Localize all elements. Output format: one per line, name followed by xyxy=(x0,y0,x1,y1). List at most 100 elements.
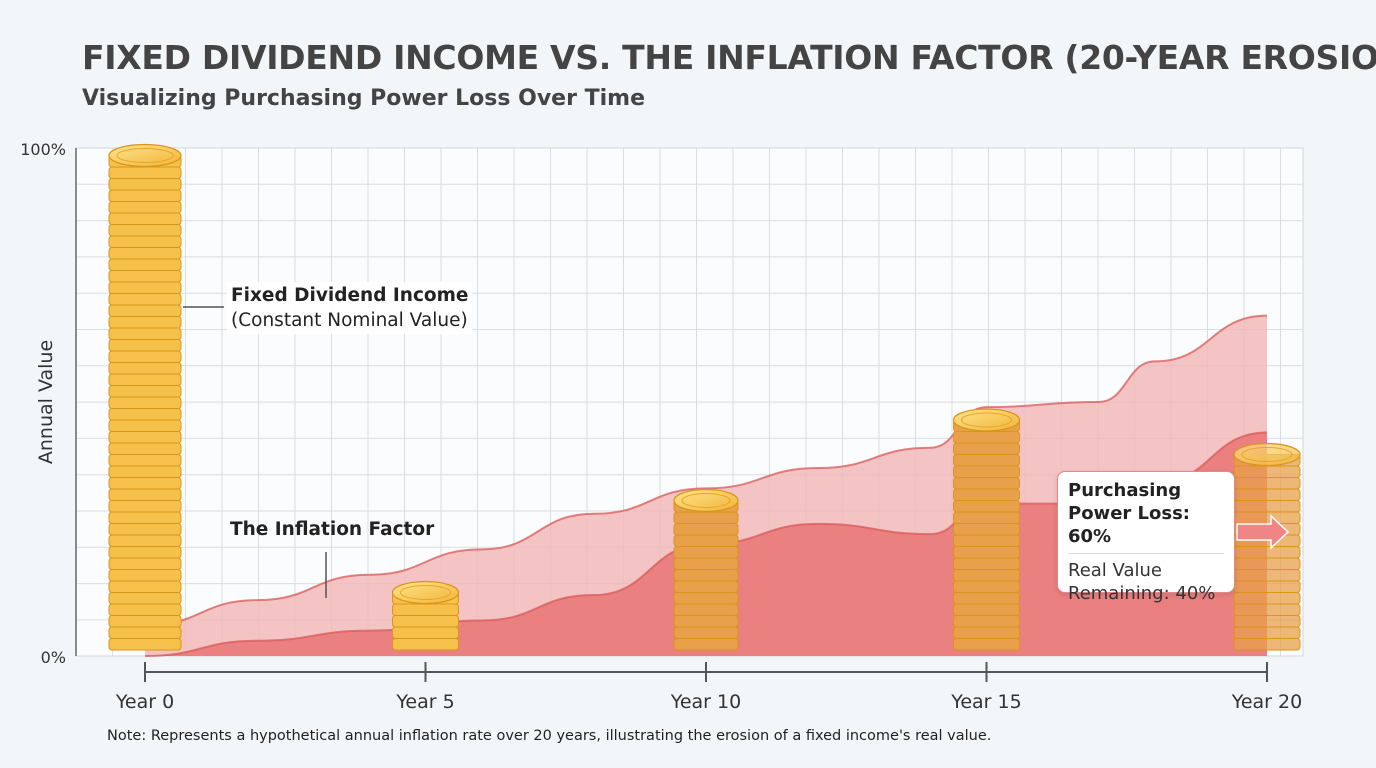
coin xyxy=(673,557,739,570)
coin xyxy=(1233,626,1301,639)
coin xyxy=(1233,569,1301,582)
coin xyxy=(108,488,182,501)
loss-line-2: Power Loss: 60% xyxy=(1068,503,1191,547)
x-tick-label: Year 5 xyxy=(395,691,454,713)
coin xyxy=(108,431,182,444)
coin xyxy=(108,557,182,570)
coin xyxy=(108,534,182,547)
coin xyxy=(108,281,182,294)
coin xyxy=(108,362,182,375)
coin xyxy=(1233,603,1301,616)
coin xyxy=(108,454,182,467)
coin xyxy=(392,626,459,639)
coin xyxy=(108,212,182,225)
coin xyxy=(953,569,1020,582)
coin xyxy=(108,327,182,340)
coin xyxy=(108,638,182,651)
coin xyxy=(108,615,182,628)
coin xyxy=(108,396,182,409)
coin xyxy=(953,557,1020,570)
x-tick-label: Year 15 xyxy=(950,691,1021,713)
coin xyxy=(953,592,1020,605)
coin xyxy=(953,523,1020,536)
inflation-label: The Inflation Factor xyxy=(230,519,435,540)
coin xyxy=(108,626,182,639)
coin xyxy=(673,569,739,582)
coin xyxy=(953,638,1020,651)
coin xyxy=(108,477,182,490)
loss-divider xyxy=(1068,553,1224,554)
fixed-income-annotation: Fixed Dividend Income (Constant Nominal … xyxy=(227,282,473,334)
coin xyxy=(108,235,182,248)
coin xyxy=(108,373,182,386)
coin xyxy=(108,419,182,432)
coin xyxy=(108,350,182,363)
inflation-annotation: The Inflation Factor xyxy=(226,516,438,543)
coin-top xyxy=(952,408,1021,432)
coin xyxy=(108,523,182,536)
x-tick-label: Year 0 xyxy=(115,691,174,713)
inflation-line-1 xyxy=(144,314,1268,627)
coin xyxy=(392,615,459,628)
coin xyxy=(953,580,1020,593)
coin-top xyxy=(673,488,739,513)
coin xyxy=(953,534,1020,547)
coin xyxy=(953,546,1020,559)
coin xyxy=(673,523,739,536)
coin xyxy=(1233,511,1301,524)
coin-stacks xyxy=(108,143,1301,651)
coin xyxy=(953,431,1020,444)
coin xyxy=(108,408,182,421)
coin xyxy=(673,546,739,559)
coin xyxy=(108,465,182,478)
coin xyxy=(108,304,182,317)
coin xyxy=(108,546,182,559)
coin-top xyxy=(1233,442,1301,467)
coin xyxy=(953,477,1020,490)
chart-subtitle: Visualizing Purchasing Power Loss Over T… xyxy=(82,86,646,111)
coin xyxy=(673,626,739,639)
coin xyxy=(1233,546,1301,559)
y-axis-label: Annual Value xyxy=(35,340,57,464)
coin-stack xyxy=(391,580,460,651)
coin xyxy=(108,592,182,605)
real-line-1: Real Value xyxy=(1068,560,1162,581)
coin xyxy=(1233,615,1301,628)
coin xyxy=(1233,580,1301,593)
coin xyxy=(1233,488,1301,501)
coin xyxy=(953,465,1020,478)
coin xyxy=(673,580,739,593)
coin xyxy=(953,488,1020,501)
coin xyxy=(108,166,182,179)
coin xyxy=(108,189,182,202)
coin xyxy=(108,339,182,352)
coin xyxy=(108,247,182,260)
coin-top xyxy=(108,143,182,168)
coin xyxy=(108,224,182,237)
coin-rim xyxy=(400,585,451,600)
coin xyxy=(953,626,1020,639)
coin xyxy=(108,270,182,283)
coin xyxy=(108,511,182,524)
chart-title: FIXED DIVIDEND INCOME VS. THE INFLATION … xyxy=(82,38,1376,77)
coin xyxy=(108,385,182,398)
coin-rim xyxy=(961,412,1012,428)
coin xyxy=(1233,638,1301,651)
loss-line-1: Purchasing xyxy=(1068,480,1182,501)
axes xyxy=(75,148,1268,682)
coin xyxy=(1233,500,1301,513)
coin xyxy=(108,580,182,593)
coin-stack xyxy=(1233,442,1301,651)
coin xyxy=(673,511,739,524)
coin xyxy=(953,454,1020,467)
coin xyxy=(108,603,182,616)
coin-stack xyxy=(673,488,739,651)
coin xyxy=(108,569,182,582)
coin xyxy=(108,201,182,214)
coin xyxy=(673,534,739,547)
coin xyxy=(953,442,1020,455)
footnote: Note: Represents a hypothetical annual i… xyxy=(107,728,992,744)
coin xyxy=(953,603,1020,616)
coin xyxy=(953,615,1020,628)
